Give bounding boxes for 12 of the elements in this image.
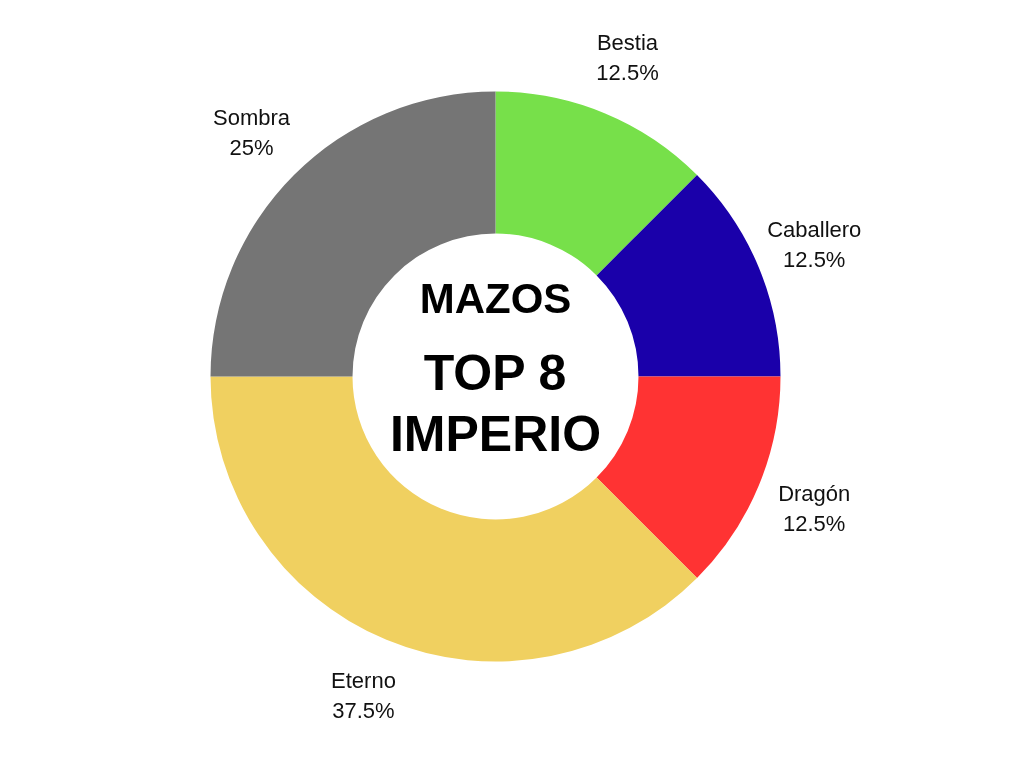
data-label: 12.5% [783, 246, 846, 272]
slice-label: Eterno [331, 667, 396, 693]
slice-label: Caballero [767, 216, 862, 242]
slice-label: Sombra [213, 105, 291, 131]
data-label: 37.5% [332, 697, 395, 723]
slice-label: Bestia [596, 30, 659, 56]
slice-label: Dragón [778, 481, 851, 507]
text: TOP 8 IMPERIO [389, 344, 602, 463]
data-label: 12.5% [596, 60, 659, 86]
data-label: 12.5% [783, 511, 846, 537]
data-label: 25% [229, 135, 274, 161]
text: MAZOS [419, 275, 572, 322]
